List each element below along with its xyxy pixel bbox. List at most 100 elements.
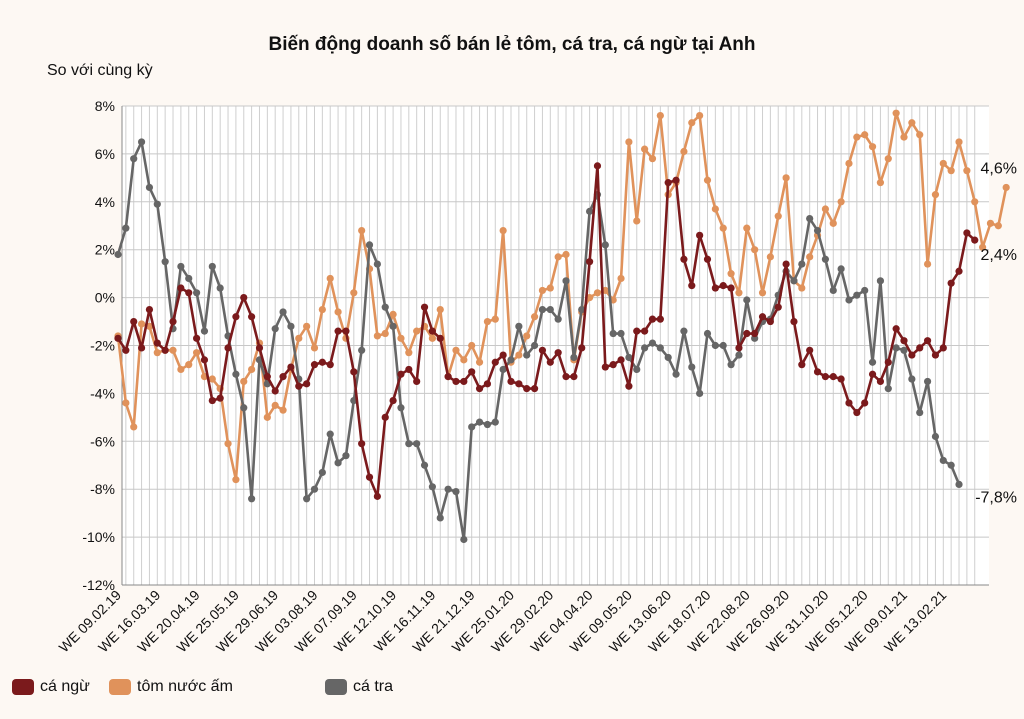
data-point — [507, 356, 515, 364]
data-point — [358, 346, 366, 354]
data-point — [570, 373, 578, 381]
data-point — [971, 198, 979, 206]
data-point — [137, 344, 146, 352]
legend-label-ca-tra: cá tra — [353, 678, 394, 695]
data-point — [208, 262, 216, 271]
data-point — [853, 133, 861, 141]
data-point — [248, 313, 256, 321]
data-point — [562, 277, 570, 285]
data-point — [326, 274, 334, 283]
legend-item-tom-nuoc-am: tôm nước ấm — [109, 678, 233, 696]
data-point — [884, 155, 892, 163]
data-point — [766, 317, 774, 326]
data-point — [530, 341, 539, 350]
y-tick-label: 8% — [95, 98, 115, 114]
data-point — [900, 337, 908, 345]
data-point — [743, 224, 751, 232]
data-point — [939, 456, 947, 465]
legend-swatch-tom-nuoc-am — [109, 679, 131, 695]
data-point — [444, 485, 452, 493]
data-point — [546, 284, 554, 292]
data-point — [145, 305, 154, 314]
data-point — [578, 344, 586, 352]
data-point — [837, 198, 845, 206]
data-point — [727, 284, 735, 292]
data-point — [892, 325, 900, 333]
data-point — [491, 418, 499, 426]
data-point — [420, 461, 429, 469]
y-tick-label: -10% — [82, 529, 115, 545]
data-point — [955, 480, 963, 489]
data-point — [397, 370, 405, 378]
series-0 — [114, 162, 979, 500]
data-point — [483, 317, 492, 326]
data-point — [295, 334, 303, 342]
data-point — [389, 396, 397, 405]
data-point — [334, 327, 342, 335]
data-point — [688, 282, 696, 290]
y-axis-label: So với cùng kỳ — [47, 62, 153, 79]
data-point — [798, 260, 806, 268]
data-point — [342, 452, 350, 460]
data-point — [303, 322, 311, 330]
series-1 — [114, 109, 1010, 484]
data-point — [876, 277, 885, 285]
data-point — [586, 207, 594, 215]
data-point — [240, 404, 248, 412]
data-point — [633, 327, 641, 335]
end-labels: 4,6% 2,4% -7,8% — [975, 160, 1017, 506]
data-point — [900, 346, 908, 354]
data-point — [837, 265, 845, 273]
data-point — [373, 492, 381, 500]
data-point — [813, 226, 822, 235]
data-point — [193, 334, 201, 342]
data-point — [452, 346, 460, 354]
data-point — [130, 317, 138, 326]
data-point — [530, 313, 539, 321]
data-point — [475, 418, 484, 426]
data-point — [711, 341, 719, 350]
data-point — [625, 353, 633, 362]
data-point — [279, 308, 287, 316]
data-point — [971, 236, 979, 244]
data-point — [939, 344, 947, 352]
data-point — [829, 373, 837, 381]
data-point — [578, 305, 586, 314]
data-point — [892, 344, 900, 352]
data-point — [633, 217, 641, 225]
series-2 — [114, 138, 963, 544]
data-point — [523, 332, 531, 340]
data-point — [908, 119, 916, 127]
data-point — [664, 179, 672, 187]
data-point — [523, 385, 531, 393]
data-point — [452, 377, 460, 386]
data-point — [719, 341, 727, 350]
data-point — [680, 327, 688, 335]
data-point — [397, 404, 405, 412]
data-point — [468, 423, 476, 431]
data-point — [979, 243, 987, 251]
data-point — [468, 341, 476, 350]
data-point — [782, 260, 790, 268]
data-point — [169, 317, 177, 326]
data-point — [475, 385, 484, 393]
data-point — [499, 365, 507, 374]
data-point — [868, 358, 877, 366]
data-point — [947, 167, 955, 175]
legend: cá ngừ tôm nước ấm cá tra — [0, 678, 1024, 708]
data-point — [358, 440, 366, 448]
y-tick-label: -4% — [90, 385, 115, 401]
legend-label-ca-ngu: cá ngừ — [40, 678, 90, 695]
data-point — [798, 361, 806, 369]
data-point — [947, 279, 955, 287]
data-point — [200, 356, 209, 364]
data-point — [751, 246, 759, 254]
data-point — [161, 258, 169, 266]
data-point — [122, 224, 130, 232]
data-point — [420, 303, 429, 311]
data-point — [499, 351, 507, 359]
data-point — [303, 380, 311, 388]
data-point — [648, 315, 657, 323]
data-point — [318, 358, 326, 366]
data-point — [876, 179, 885, 187]
